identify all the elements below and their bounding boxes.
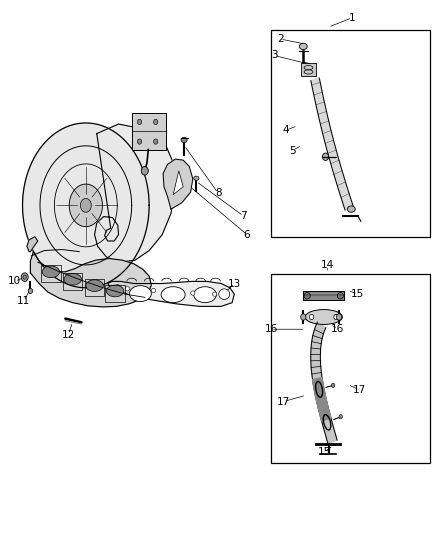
Text: 15: 15	[351, 289, 364, 299]
Bar	[271, 30, 430, 237]
Text: 16: 16	[331, 324, 344, 334]
Ellipse shape	[28, 288, 32, 294]
Text: 4: 4	[283, 125, 289, 135]
Polygon shape	[27, 237, 38, 252]
Polygon shape	[22, 123, 149, 288]
Text: 7: 7	[240, 211, 247, 221]
Text: 17: 17	[353, 385, 366, 395]
Text: 14: 14	[321, 261, 334, 270]
Polygon shape	[30, 252, 151, 307]
Ellipse shape	[42, 266, 60, 278]
Bar	[106, 285, 125, 302]
Text: 3: 3	[271, 51, 277, 60]
Polygon shape	[313, 377, 331, 421]
Ellipse shape	[81, 198, 91, 212]
Ellipse shape	[191, 291, 195, 295]
Bar	[303, 292, 344, 300]
Ellipse shape	[339, 415, 343, 419]
Ellipse shape	[194, 287, 216, 303]
Polygon shape	[69, 184, 102, 227]
Ellipse shape	[194, 176, 199, 180]
Text: 5: 5	[289, 146, 296, 156]
Text: 15: 15	[318, 447, 331, 456]
Bar	[85, 279, 104, 296]
Ellipse shape	[161, 287, 185, 303]
Bar	[271, 274, 430, 463]
Text: 10: 10	[8, 277, 21, 286]
Text: 13: 13	[228, 279, 241, 288]
Text: 12: 12	[62, 329, 75, 340]
Ellipse shape	[322, 153, 328, 160]
Polygon shape	[311, 78, 353, 210]
Ellipse shape	[334, 314, 338, 320]
Ellipse shape	[106, 285, 124, 297]
Ellipse shape	[299, 43, 307, 50]
Bar	[41, 265, 60, 282]
Ellipse shape	[151, 288, 155, 293]
Text: 16: 16	[264, 324, 278, 334]
Ellipse shape	[219, 289, 230, 300]
Ellipse shape	[332, 383, 335, 387]
Text: 8: 8	[215, 188, 222, 198]
Ellipse shape	[23, 275, 26, 279]
Polygon shape	[173, 171, 183, 195]
Text: 17: 17	[277, 397, 290, 407]
Ellipse shape	[305, 310, 343, 325]
Ellipse shape	[212, 292, 217, 296]
Ellipse shape	[86, 280, 103, 292]
Ellipse shape	[125, 287, 130, 291]
Ellipse shape	[130, 286, 151, 302]
Text: 1: 1	[349, 13, 356, 23]
Polygon shape	[311, 322, 337, 444]
Text: 9: 9	[88, 198, 95, 208]
Ellipse shape	[141, 166, 148, 175]
Ellipse shape	[138, 139, 142, 144]
Ellipse shape	[21, 273, 28, 281]
Ellipse shape	[336, 314, 342, 320]
Ellipse shape	[304, 293, 310, 299]
Polygon shape	[95, 124, 175, 262]
Text: 11: 11	[17, 296, 31, 306]
Ellipse shape	[64, 273, 81, 285]
Polygon shape	[108, 281, 234, 306]
Ellipse shape	[309, 314, 314, 320]
Ellipse shape	[347, 206, 355, 212]
Ellipse shape	[337, 293, 343, 299]
Bar	[300, 63, 316, 76]
Text: 2: 2	[277, 34, 283, 44]
Ellipse shape	[181, 138, 187, 143]
Ellipse shape	[116, 285, 120, 289]
Bar	[132, 114, 166, 150]
Bar	[63, 273, 82, 290]
Ellipse shape	[153, 139, 158, 144]
Ellipse shape	[153, 119, 158, 125]
Ellipse shape	[300, 314, 306, 320]
Ellipse shape	[138, 119, 142, 125]
Text: 6: 6	[244, 230, 250, 240]
Polygon shape	[163, 159, 193, 209]
